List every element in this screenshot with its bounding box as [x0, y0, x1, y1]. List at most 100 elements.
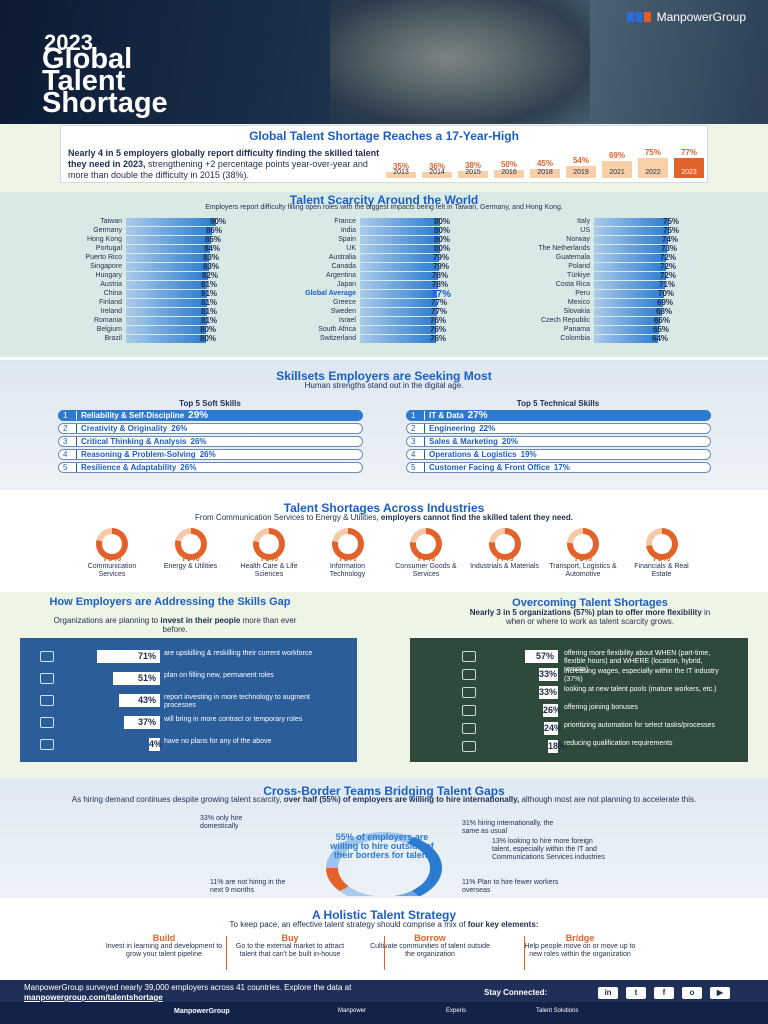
facebook-icon[interactable]: f: [654, 987, 674, 999]
skill-rank: 3: [63, 437, 77, 446]
row-label: have no plans for any of the above: [164, 738, 272, 745]
s5-left-sub-a: Organizations are planning to: [53, 616, 161, 625]
skill-row: 3 Sales & Marketing 20%: [406, 436, 711, 447]
linkedin-icon[interactable]: in: [598, 987, 618, 999]
skill-value: 20%: [501, 437, 518, 446]
country-value: 80%: [434, 217, 451, 226]
instagram-icon[interactable]: o: [682, 987, 702, 999]
s6-sub-c: although most are not planning to accele…: [519, 795, 697, 804]
element-title: Build: [152, 933, 176, 943]
year-bar: [458, 171, 488, 178]
year-bar-value: 45%: [536, 159, 553, 168]
country-label: Sweden: [330, 308, 356, 315]
country-bar: [594, 272, 666, 280]
s2-subtitle: Employers report difficulty filling open…: [205, 204, 563, 211]
skill-name: Reasoning & Problem-Solving: [81, 450, 196, 459]
country-label: Puerto Rico: [85, 254, 122, 261]
industry-name: Information Technology: [329, 563, 366, 578]
title-line: Shortage: [42, 87, 168, 119]
country-label: Romania: [93, 317, 122, 324]
element-desc: Invest in learning and development to gr…: [105, 943, 223, 958]
country-bar: [360, 227, 440, 235]
row-icon: [40, 717, 54, 728]
s5-left-subtitle: Organizations are planning to invest in …: [50, 616, 300, 634]
country-label: Ireland: [100, 308, 122, 315]
year-label: 2016: [501, 169, 517, 176]
country-bar: [126, 299, 207, 307]
divider: [384, 936, 385, 970]
year-bar: [602, 161, 632, 178]
country-bar: [360, 335, 436, 343]
country-value: 78%: [432, 271, 449, 280]
soft-skills-title: Top 5 Soft Skills: [179, 399, 241, 408]
percent-bar: 43%: [119, 694, 160, 707]
year-label: 2019: [573, 169, 589, 176]
country-value: 81%: [201, 298, 218, 307]
country-label: Guatemala: [555, 254, 590, 261]
country-label: Global Average: [305, 290, 356, 297]
country-bar: [594, 299, 663, 307]
country-label: Costa Rica: [555, 281, 590, 288]
country-value: 80%: [434, 235, 451, 244]
row-icon: [462, 741, 476, 752]
country-label: Singapore: [90, 263, 122, 270]
brand-experis[interactable]: Experis: [446, 1008, 467, 1014]
percent-bar: 33%: [539, 668, 558, 681]
skill-rank: 4: [411, 450, 425, 459]
brand-manpowergroup[interactable]: ManpowerGroup: [174, 1008, 230, 1015]
brand-talent-solutions[interactable]: Talent Solutions: [536, 1008, 579, 1014]
industry-name: Health Care & Life Sciences: [240, 563, 298, 578]
row-icon: [40, 695, 54, 706]
industry-value: 73%: [652, 553, 671, 563]
skill-row: 3 Critical Thinking & Analysis 26%: [58, 436, 363, 447]
youtube-icon[interactable]: ▶: [710, 987, 730, 999]
year-label: 2018: [537, 169, 553, 176]
year-label: 2022: [645, 169, 661, 176]
skill-value: 26%: [171, 424, 188, 433]
industry-value: 76%: [573, 553, 592, 563]
country-value: 79%: [433, 253, 450, 262]
brand-logo[interactable]: ManpowerGroup: [626, 10, 746, 24]
skill-value: 29%: [188, 410, 209, 421]
country-label: Switzerland: [319, 335, 356, 342]
s5-left-sub-c: more than ever before.: [162, 616, 297, 634]
year-bar-value: 69%: [608, 151, 625, 160]
country-label: Argentina: [326, 272, 356, 279]
year-label: 2013: [393, 169, 409, 176]
s7-title: A Holistic Talent Strategy: [311, 908, 457, 922]
country-bar: [126, 245, 210, 253]
year-label: 2023: [681, 169, 697, 176]
country-bar-chart: Taiwan 90% Germany 86% Hong Kong 85% Portugal 8…: [0, 217, 768, 348]
brand-manpower[interactable]: Manpower: [338, 1008, 367, 1014]
element-title: Bridge: [565, 933, 595, 943]
s4-title: Talent Shortages Across Industries: [283, 501, 485, 515]
country-label: The Netherlands: [538, 245, 590, 252]
year-bar: [674, 158, 704, 178]
row-label: will bring in more contract or temporary…: [164, 716, 303, 723]
country-value: 81%: [201, 289, 218, 298]
country-bar: [126, 326, 206, 334]
donut-slice: [326, 868, 349, 892]
twitter-icon[interactable]: t: [626, 987, 646, 999]
s4-sub-plain: From Communication Services to Energy & …: [195, 513, 381, 522]
industry-label: 76% Transport, Logistics & Automotive: [548, 553, 618, 579]
year-bar: [494, 170, 524, 178]
country-bar: [594, 245, 667, 253]
industry-ring: [253, 528, 285, 560]
country-value: 80%: [434, 226, 451, 235]
divider: [226, 936, 227, 970]
year-bar: [566, 166, 596, 178]
country-label: Panama: [563, 326, 590, 333]
percent-bar: 33%: [539, 686, 558, 699]
country-bar: [126, 308, 207, 316]
country-value: 75%: [663, 217, 680, 226]
country-label: Hong Kong: [86, 236, 122, 243]
industry-label: 79% Energy & Utilities: [156, 553, 226, 571]
industry-name: Industrials & Materials: [470, 563, 539, 570]
country-bar: [360, 290, 437, 298]
country-bar: [594, 218, 669, 226]
hiring-donut-chart: [326, 832, 442, 896]
footer-link[interactable]: manpowergroup.com/talentshortage: [24, 993, 163, 1002]
country-label: Germany: [93, 227, 122, 234]
country-value: 76%: [430, 316, 447, 325]
